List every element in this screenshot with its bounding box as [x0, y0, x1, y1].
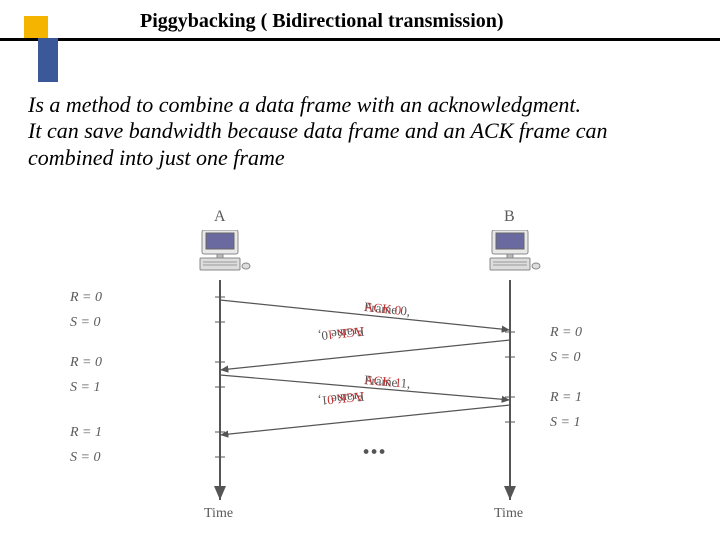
- diagram-label: S = 0: [70, 315, 100, 331]
- diagram-label: R = 1: [550, 390, 582, 406]
- page-title: Piggybacking ( Bidirectional transmissio…: [140, 10, 504, 33]
- diagram-label: R = 1: [70, 425, 102, 441]
- piggyback-diagram: ABR = 0S = 0R = 0S = 1R = 1S = 0R = 0S =…: [40, 230, 680, 530]
- diagram-label: R = 0: [70, 355, 102, 371]
- diagram-svg: [40, 230, 680, 530]
- header-rule: [0, 38, 720, 41]
- diagram-label: R = 0: [550, 325, 582, 341]
- accent-square-blue: [38, 38, 58, 82]
- diagram-label: S = 1: [550, 415, 580, 431]
- diagram-label: A: [214, 208, 226, 226]
- diagram-label: S = 0: [70, 450, 100, 466]
- body-paragraph: Is a method to combine a data frame with…: [28, 92, 688, 171]
- diagram-label: S = 0: [550, 350, 580, 366]
- diagram-label: R = 0: [70, 290, 102, 306]
- diagram-label: S = 1: [70, 380, 100, 396]
- diagram-label: Time: [494, 506, 523, 522]
- diagram-label: B: [504, 208, 515, 226]
- accent-square-orange: [24, 16, 48, 40]
- diagram-label: Time: [204, 506, 233, 522]
- ellipsis-dots: •••: [361, 448, 385, 455]
